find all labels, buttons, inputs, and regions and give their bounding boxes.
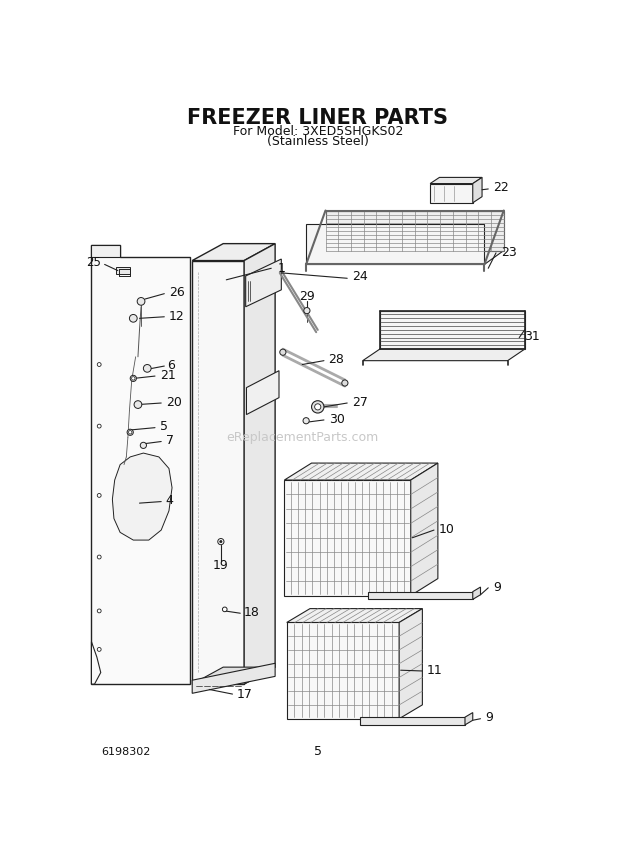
- Text: 25: 25: [86, 257, 100, 270]
- Circle shape: [130, 375, 136, 382]
- Circle shape: [314, 404, 321, 410]
- Text: FREEZER LINER PARTS: FREEZER LINER PARTS: [187, 108, 448, 128]
- Polygon shape: [410, 463, 438, 596]
- Text: 23: 23: [501, 246, 516, 259]
- Polygon shape: [192, 244, 275, 260]
- Polygon shape: [379, 311, 525, 349]
- Text: 9: 9: [485, 711, 493, 724]
- Text: 19: 19: [213, 559, 229, 572]
- Circle shape: [218, 538, 224, 544]
- Polygon shape: [112, 453, 172, 540]
- Text: eReplacementParts.com: eReplacementParts.com: [226, 431, 378, 444]
- Text: 30: 30: [329, 413, 345, 425]
- Polygon shape: [286, 609, 422, 622]
- Circle shape: [130, 314, 137, 322]
- Text: 11: 11: [427, 663, 443, 677]
- Polygon shape: [192, 663, 275, 693]
- Text: 6198302: 6198302: [100, 746, 150, 757]
- Polygon shape: [247, 371, 279, 414]
- Text: 31: 31: [524, 330, 539, 343]
- Text: 7: 7: [166, 434, 174, 447]
- Text: 27: 27: [352, 395, 368, 409]
- Polygon shape: [192, 667, 275, 684]
- Circle shape: [131, 377, 135, 380]
- Text: 21: 21: [160, 369, 175, 382]
- Polygon shape: [363, 349, 525, 360]
- Circle shape: [134, 401, 142, 408]
- Text: 26: 26: [169, 287, 185, 300]
- Polygon shape: [360, 717, 465, 725]
- Polygon shape: [192, 260, 244, 684]
- Polygon shape: [430, 177, 482, 183]
- Text: 28: 28: [329, 354, 345, 366]
- Circle shape: [127, 429, 133, 436]
- Polygon shape: [326, 211, 503, 251]
- Circle shape: [97, 494, 101, 497]
- Polygon shape: [92, 245, 190, 684]
- Polygon shape: [368, 591, 472, 599]
- Polygon shape: [306, 224, 484, 265]
- Polygon shape: [244, 244, 275, 684]
- Polygon shape: [246, 259, 281, 306]
- Polygon shape: [306, 251, 503, 265]
- Polygon shape: [92, 245, 120, 257]
- Text: 20: 20: [166, 395, 182, 409]
- Text: 5: 5: [314, 746, 322, 758]
- Polygon shape: [399, 609, 422, 719]
- Circle shape: [97, 609, 101, 613]
- Polygon shape: [285, 480, 410, 596]
- Text: (Stainless Steel): (Stainless Steel): [267, 135, 369, 148]
- Polygon shape: [117, 267, 130, 275]
- Text: 24: 24: [352, 270, 368, 283]
- Polygon shape: [472, 587, 480, 599]
- Polygon shape: [430, 183, 472, 203]
- Circle shape: [311, 401, 324, 413]
- Polygon shape: [92, 642, 100, 684]
- Polygon shape: [465, 712, 472, 725]
- Circle shape: [137, 298, 145, 306]
- Text: 6: 6: [167, 359, 175, 372]
- Text: 9: 9: [493, 580, 501, 593]
- Text: 18: 18: [244, 606, 260, 619]
- Circle shape: [97, 425, 101, 428]
- Polygon shape: [472, 177, 482, 203]
- Circle shape: [219, 540, 222, 543]
- Text: 1: 1: [278, 262, 285, 275]
- Circle shape: [303, 418, 309, 424]
- Circle shape: [280, 349, 286, 355]
- Text: 5: 5: [160, 420, 167, 433]
- Text: 17: 17: [237, 687, 253, 700]
- Circle shape: [140, 443, 146, 449]
- Circle shape: [304, 307, 310, 313]
- Circle shape: [97, 555, 101, 559]
- Text: 22: 22: [493, 181, 508, 194]
- Text: 10: 10: [439, 523, 454, 536]
- Circle shape: [128, 431, 132, 434]
- Circle shape: [97, 363, 101, 366]
- Polygon shape: [285, 463, 438, 480]
- Text: 12: 12: [169, 310, 185, 323]
- Text: For Model: 3XED5SHGKS02: For Model: 3XED5SHGKS02: [232, 125, 403, 138]
- Circle shape: [97, 647, 101, 651]
- Circle shape: [342, 380, 348, 386]
- Circle shape: [223, 607, 227, 612]
- Polygon shape: [286, 622, 399, 719]
- Text: 4: 4: [166, 494, 174, 508]
- Circle shape: [143, 365, 151, 372]
- Text: 29: 29: [299, 290, 315, 303]
